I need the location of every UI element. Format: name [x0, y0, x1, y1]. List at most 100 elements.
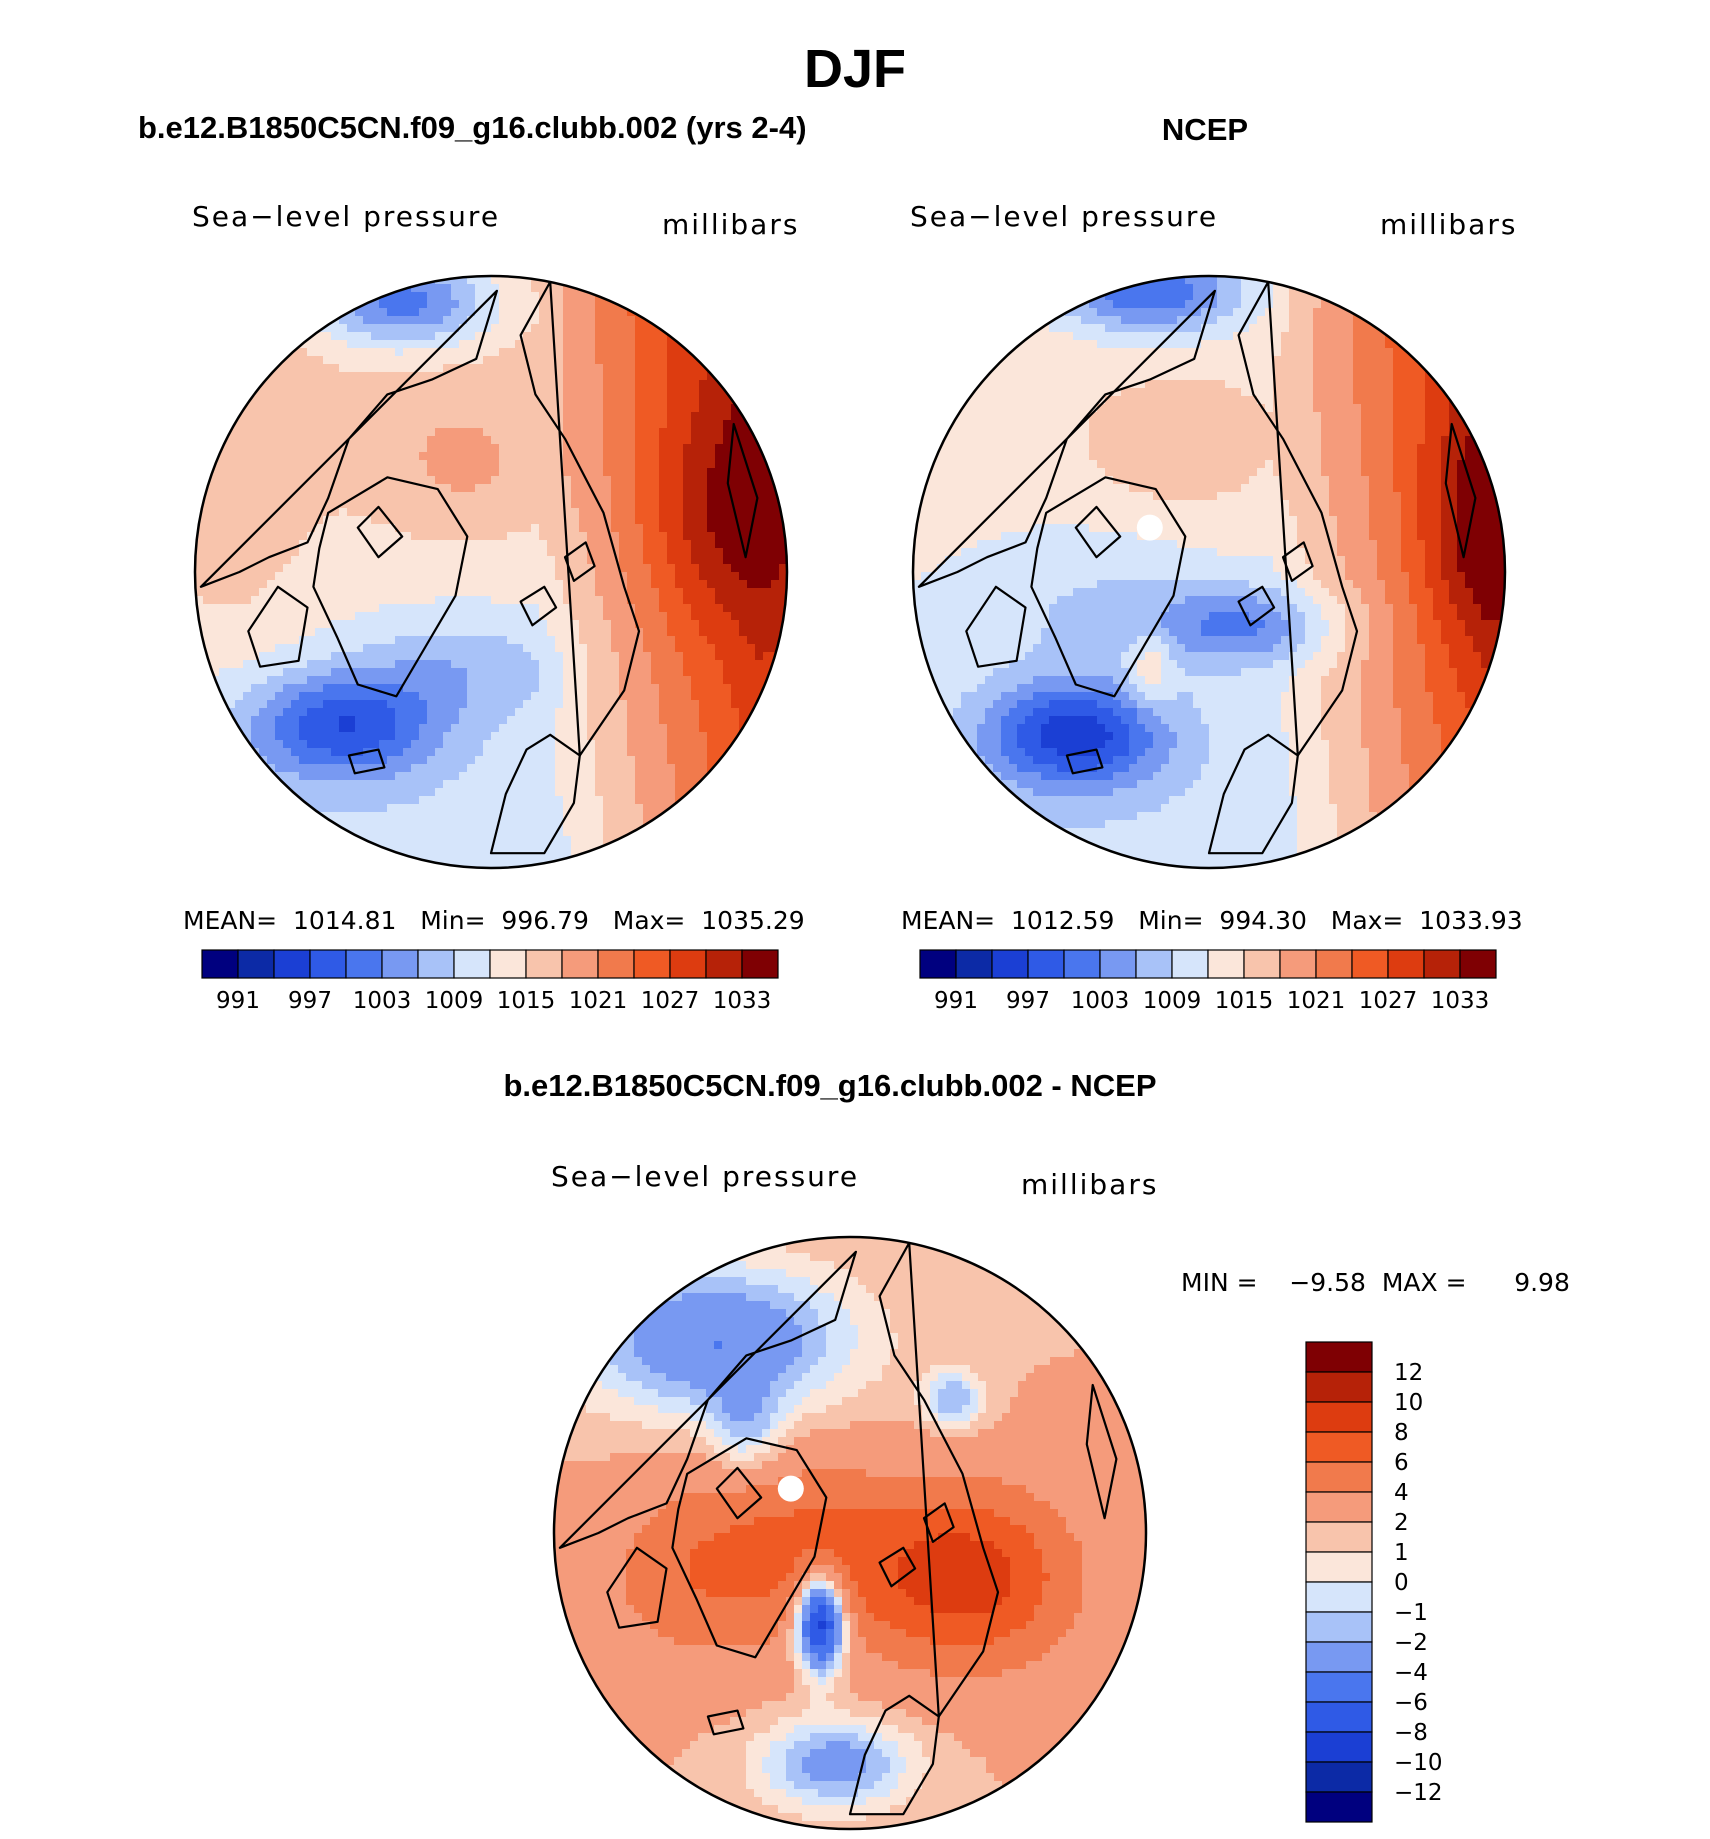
field-cell — [699, 412, 708, 421]
field-cell — [339, 756, 348, 765]
field-cell — [699, 660, 708, 669]
field-cell — [451, 468, 460, 477]
field-cell — [763, 548, 772, 557]
field-cell — [1289, 332, 1298, 341]
field-cell — [331, 660, 340, 669]
field-cell — [635, 660, 644, 669]
field-cell — [443, 620, 452, 629]
field-cell — [675, 604, 684, 613]
field-cell — [275, 524, 284, 533]
field-cell — [291, 364, 300, 373]
field-cell — [571, 708, 580, 717]
field-cell — [1081, 284, 1090, 293]
field-cell — [251, 556, 260, 565]
field-cell — [723, 556, 732, 565]
field-cell — [499, 788, 508, 797]
field-cell — [387, 452, 396, 461]
field-cell — [219, 684, 228, 693]
field-cell — [563, 644, 572, 653]
field-cell — [411, 804, 420, 813]
field-cell — [507, 844, 516, 853]
field-cell — [443, 540, 452, 549]
field-cell — [699, 676, 708, 685]
field-cell — [467, 636, 476, 645]
field-cell — [707, 388, 716, 397]
field-cell — [275, 588, 284, 597]
field-cell — [339, 516, 348, 525]
field-cell — [451, 380, 460, 389]
field-cell — [251, 644, 260, 653]
field-cell — [547, 756, 556, 765]
field-cell — [251, 444, 260, 453]
field-cell — [747, 532, 756, 541]
field-cell — [611, 692, 620, 701]
field-cell — [387, 428, 396, 437]
field-cell — [1249, 332, 1258, 341]
field-cell — [651, 604, 660, 613]
field-cell — [555, 540, 564, 549]
field-cell — [483, 740, 492, 749]
field-cell — [1137, 284, 1146, 293]
field-cell — [723, 532, 732, 541]
field-cell — [387, 516, 396, 525]
field-cell — [299, 428, 308, 437]
field-cell — [1185, 308, 1194, 317]
field-cell — [363, 668, 372, 677]
field-cell — [491, 444, 500, 453]
field-cell — [467, 404, 476, 413]
field-cell — [395, 820, 404, 829]
field-cell — [1345, 300, 1354, 309]
field-cell — [435, 476, 444, 485]
field-cell — [723, 396, 732, 405]
field-cell — [299, 468, 308, 477]
field-cell — [427, 348, 436, 357]
field-cell — [611, 508, 620, 517]
field-cell — [307, 780, 316, 789]
field-cell — [355, 764, 364, 773]
field-cell — [691, 404, 700, 413]
field-cell — [779, 484, 787, 493]
field-cell — [763, 644, 772, 653]
field-cell — [627, 516, 636, 525]
field-cell — [659, 700, 668, 709]
field-cell — [667, 468, 676, 477]
field-cell — [555, 772, 564, 781]
field-cell — [427, 524, 436, 533]
field-cell — [467, 628, 476, 637]
field-cell — [603, 284, 612, 293]
field-cell — [499, 556, 508, 565]
field-cell — [763, 660, 772, 669]
field-cell — [507, 732, 516, 741]
field-cell — [547, 828, 556, 837]
field-cell — [331, 524, 340, 533]
field-cell — [267, 556, 276, 565]
field-cell — [283, 476, 292, 485]
field-cell — [251, 372, 260, 381]
field-cell — [475, 300, 484, 309]
field-cell — [435, 380, 444, 389]
field-cell — [651, 588, 660, 597]
field-cell — [707, 444, 716, 453]
field-cell — [675, 524, 684, 533]
field-cell — [715, 612, 724, 621]
field-cell — [363, 372, 372, 381]
field-cell — [603, 300, 612, 309]
field-cell — [571, 444, 580, 453]
field-cell — [443, 756, 452, 765]
field-cell — [1193, 340, 1202, 349]
field-cell — [523, 660, 532, 669]
field-cell — [531, 468, 540, 477]
field-cell — [507, 380, 516, 389]
field-cell — [219, 676, 228, 685]
field-cell — [531, 508, 540, 517]
field-cell — [491, 684, 500, 693]
field-cell — [635, 388, 644, 397]
field-cell — [243, 692, 252, 701]
field-cell — [515, 844, 524, 853]
field-cell — [411, 492, 420, 501]
field-cell — [363, 732, 372, 741]
field-cell — [451, 372, 460, 381]
field-cell — [419, 292, 428, 301]
field-cell — [643, 716, 652, 725]
field-cell — [595, 652, 604, 661]
